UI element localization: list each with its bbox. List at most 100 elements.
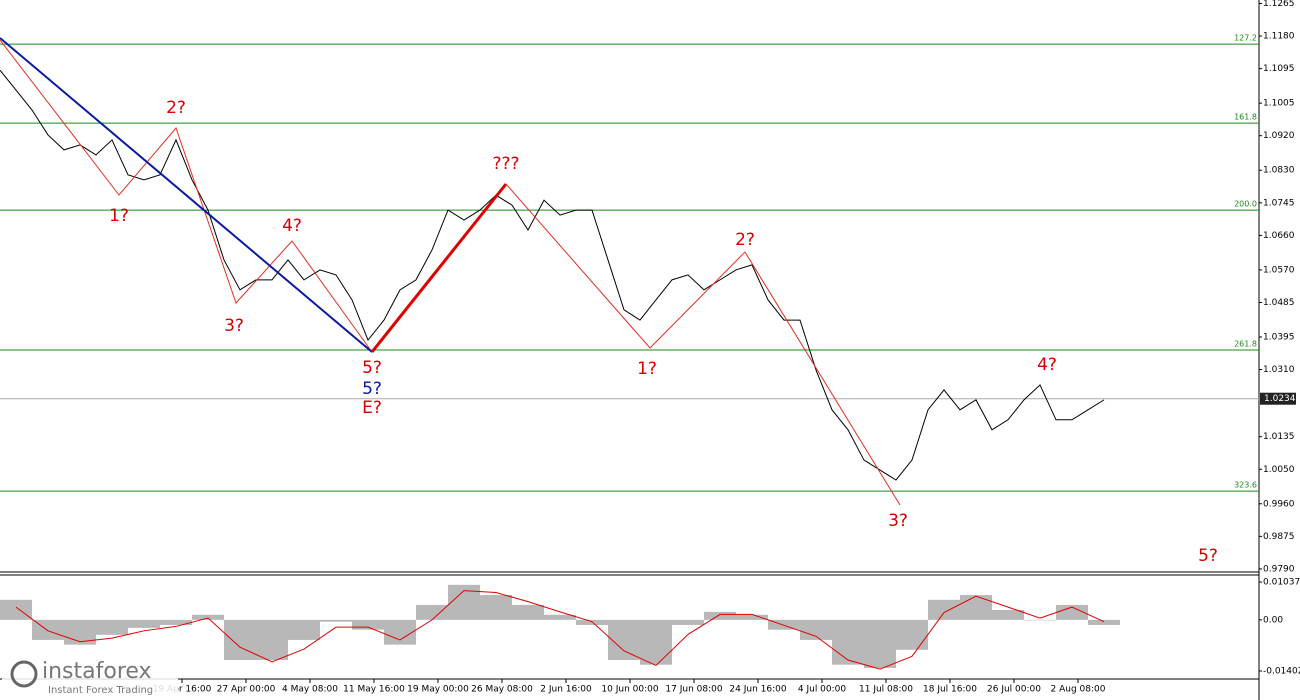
- fib-level-label: 200.0: [1234, 200, 1257, 209]
- x-tick-label: 18 Jul 16:00: [923, 685, 977, 695]
- wave-label: E?: [362, 398, 382, 418]
- wave-label: ???: [492, 154, 519, 174]
- wave-line: [0, 39, 373, 353]
- wave-label: 5?: [1198, 546, 1218, 566]
- wave-label: 2?: [166, 98, 186, 118]
- macd-bar: [352, 619, 384, 630]
- x-tick-label: 26 May 08:00: [471, 685, 533, 695]
- macd-bar: [416, 604, 448, 620]
- fib-level-label: 127.2: [1234, 34, 1257, 43]
- x-tick-label: 4 Jul 00:00: [798, 685, 847, 695]
- x-tick-label: 4 May 08:00: [282, 685, 338, 695]
- current-price-box: [1260, 392, 1296, 405]
- fib-level-label: 323.6: [1234, 481, 1257, 490]
- y-tick-label: 1.0570: [1263, 265, 1295, 275]
- wave-label: 4?: [282, 216, 302, 236]
- macd-signal: [15, 590, 1105, 670]
- y-tick-label: 1.0920: [1263, 131, 1295, 141]
- y-tick-label: 1.1265: [1263, 0, 1295, 9]
- macd-bar: [768, 619, 800, 630]
- y-tick-label: 1.0310: [1263, 365, 1295, 375]
- x-tick-label: 11 May 16:00: [343, 685, 405, 695]
- macd-bar: [576, 619, 608, 625]
- macd-bar: [736, 614, 768, 620]
- logo-text: instaforex: [42, 659, 152, 684]
- macd-bar: [864, 619, 896, 669]
- macd-bar: [992, 610, 1024, 620]
- x-tick-label: 24 Jun 16:00: [729, 685, 786, 695]
- macd-bar: [832, 619, 864, 665]
- macd-bar: [160, 619, 192, 625]
- macd-bar: [704, 611, 736, 620]
- y-tick-label: 1.1005: [1263, 99, 1295, 109]
- x-tick-label: 10 Jun 00:00: [601, 685, 658, 695]
- logo: instaforex Instant Forex Trading: [2, 656, 178, 696]
- y-tick-label: 1.0395: [1263, 332, 1295, 342]
- macd-bar: [544, 614, 576, 620]
- macd-bar: [640, 619, 672, 665]
- wave-label: 4?: [1037, 355, 1057, 375]
- macd-bar: [800, 619, 832, 640]
- macd-bar: [320, 619, 352, 622]
- wave-label: 5?: [362, 379, 382, 399]
- macd-bar: [672, 619, 704, 625]
- x-tick-label: 19 May 00:00: [407, 685, 469, 695]
- macd-bar: [608, 619, 640, 660]
- y-tick-label: 1.0830: [1263, 166, 1295, 176]
- macd-bar: [1024, 619, 1056, 621]
- wave-label: 1?: [109, 206, 129, 226]
- y-tick-label: 1.0660: [1263, 231, 1295, 241]
- macd-bar: [928, 599, 960, 620]
- x-tick-label: 2 Aug 08:00: [1051, 685, 1106, 695]
- wave-line: [0, 37, 373, 353]
- macd-bar: [480, 595, 512, 620]
- macd-bar: [288, 619, 320, 640]
- logo-icon: [10, 660, 38, 688]
- y-tick-label: 1.1180: [1263, 32, 1295, 42]
- x-tick-label: 17 Jun 08:00: [665, 685, 722, 695]
- y-tick-label: 1.0135: [1263, 432, 1295, 442]
- wave-label: 1?: [637, 359, 657, 379]
- x-tick-label: 2 Jun 16:00: [540, 685, 592, 695]
- wave-line: [505, 183, 901, 506]
- wave-line: [370, 183, 508, 353]
- macd-y-tick-label: -0.01402: [1263, 667, 1300, 677]
- macd-bar: [256, 619, 288, 660]
- y-tick-label: 1.0050: [1263, 465, 1295, 475]
- y-tick-label: 1.0485: [1263, 298, 1295, 308]
- y-tick-label: 0.9875: [1263, 532, 1295, 542]
- macd-y-tick-label: 0.00: [1263, 615, 1283, 625]
- macd-bar: [1056, 604, 1088, 620]
- logo-tagline: Instant Forex Trading: [48, 685, 153, 696]
- x-tick-label: 26 Jul 00:00: [987, 685, 1041, 695]
- wave-label: 5?: [362, 358, 382, 378]
- wave-label: 3?: [888, 511, 908, 531]
- macd-bar: [512, 604, 544, 620]
- fib-level-label: 161.8: [1234, 113, 1257, 122]
- y-tick-label: 0.9790: [1263, 564, 1295, 574]
- y-tick-label: 0.9960: [1263, 499, 1295, 509]
- macd-bar: [192, 614, 224, 620]
- wave-label: 3?: [224, 316, 244, 336]
- y-tick-label: 1.1095: [1263, 64, 1295, 74]
- macd-y-tick-label: 0.01037: [1263, 578, 1300, 588]
- macd-bar: [896, 619, 928, 650]
- macd-bar: [384, 619, 416, 645]
- macd-bar: [448, 584, 480, 620]
- wave-label: 2?: [735, 230, 755, 250]
- macd-bar: [224, 619, 256, 660]
- current-price-label: 1.0234: [1264, 394, 1296, 404]
- x-tick-label: 27 Apr 00:00: [217, 685, 276, 695]
- fib-level-label: 261.8: [1234, 340, 1257, 349]
- x-tick-label: 11 Jul 08:00: [859, 685, 913, 695]
- x-tick-label: 19 Apr 16:00: [153, 685, 212, 695]
- macd-bar: [0, 599, 32, 620]
- price-line: [0, 69, 1105, 481]
- macd-bar: [1088, 619, 1120, 625]
- macd-bar: [128, 619, 160, 628]
- y-tick-label: 1.0745: [1263, 198, 1295, 208]
- macd-bar: [96, 619, 128, 635]
- macd-bar: [960, 595, 992, 620]
